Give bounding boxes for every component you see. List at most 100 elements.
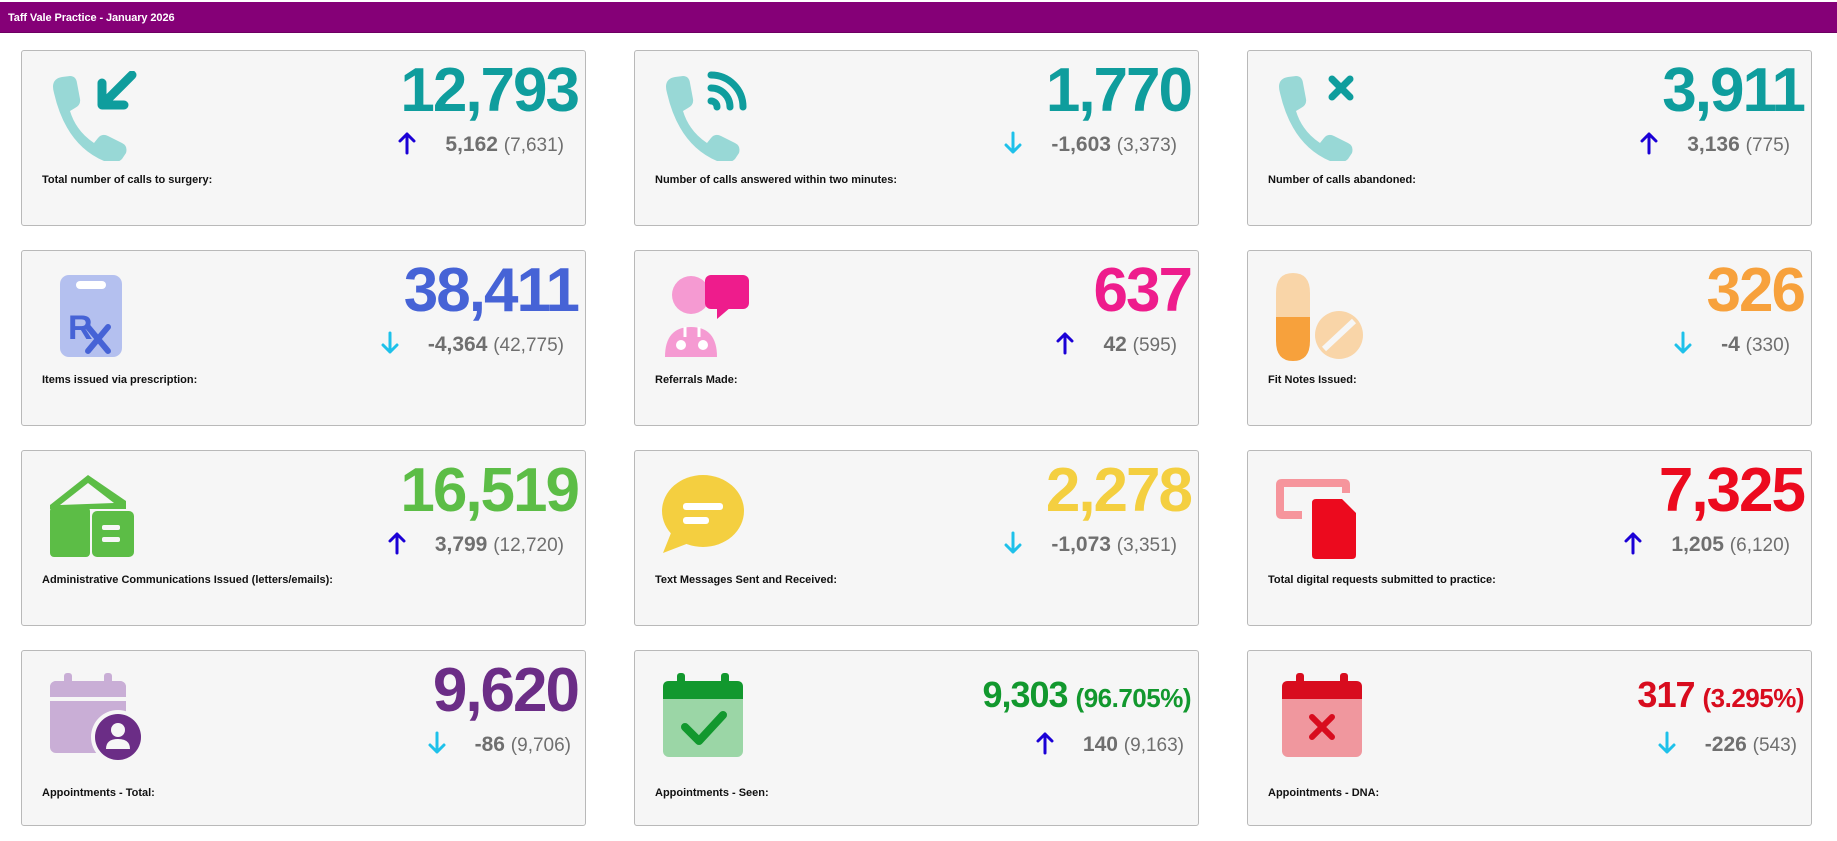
previous-value: (775) xyxy=(1745,135,1790,156)
change-value: -86 xyxy=(474,733,505,756)
kpi-card-prescriptions[interactable]: R 38,411 -4,364 (42,775) Items issued vi… xyxy=(21,250,586,426)
kpi-change: 3,136 (775) xyxy=(1639,131,1790,159)
kpi-value: 38,411 xyxy=(403,256,580,325)
kpi-value: 3,911 xyxy=(1662,56,1806,125)
arrow-up-icon xyxy=(388,532,406,555)
kpi-value: 12,793 xyxy=(400,56,580,125)
change-value: 5,162 xyxy=(445,133,498,156)
previous-value: (3,351) xyxy=(1116,535,1177,556)
prescription-icon: R xyxy=(46,271,146,361)
kpi-value: 9,620 xyxy=(432,656,580,725)
phone-incoming-icon xyxy=(46,71,146,161)
digital-document-icon xyxy=(1272,471,1372,561)
kpi-label: Number of calls abandoned: xyxy=(1268,174,1416,186)
kpi-card-digital-requests[interactable]: 7,325 1,205 (6,120) Total digital reques… xyxy=(1247,450,1812,626)
kpi-card-text-messages[interactable]: 2,278 -1,073 (3,351) Text Messages Sent … xyxy=(634,450,1199,626)
kpi-value: 2,278 xyxy=(1045,456,1193,525)
change-value: 140 xyxy=(1082,733,1118,756)
header-bar: Taff Vale Practice - January 2026 xyxy=(0,0,1837,33)
previous-value: (3,373) xyxy=(1116,135,1177,156)
kpi-card-appointments-seen[interactable]: 9,303 (96.705%) 140 (9,163) Appointments … xyxy=(634,650,1199,826)
change-value: 1,205 xyxy=(1671,533,1724,556)
previous-value: (6,120) xyxy=(1729,535,1790,556)
kpi-change: 140 (9,163) xyxy=(1035,731,1184,759)
kpi-card-admin-communications[interactable]: 16,519 3,799 (12,720) Administrative Com… xyxy=(21,450,586,626)
arrow-up-icon xyxy=(1624,532,1642,555)
kpi-value: 1,770 xyxy=(1045,56,1193,125)
kpi-change: 3,799 (12,720) xyxy=(387,531,564,559)
kpi-change: -4,364 (42,775) xyxy=(380,331,564,359)
kpi-percent: (3.295%) xyxy=(1702,683,1805,713)
change-value: -1,603 xyxy=(1051,133,1111,156)
kpi-card-appointments-dna[interactable]: 317 (3.295%) -226 (543) Appointments - DN… xyxy=(1247,650,1812,826)
kpi-label: Text Messages Sent and Received: xyxy=(655,574,837,586)
kpi-percent: (96.705%) xyxy=(1075,683,1192,713)
calendar-user-icon xyxy=(46,671,146,761)
kpi-label: Appointments - Seen: xyxy=(655,787,769,799)
kpi-label: Referrals Made: xyxy=(655,374,738,386)
arrow-down-icon xyxy=(428,731,446,754)
kpi-change: -1,603 (3,373) xyxy=(1003,131,1177,159)
kpi-card-calls-answered[interactable]: 1,770 -1,603 (3,373) Number of calls ans… xyxy=(634,50,1199,226)
previous-value: (9,706) xyxy=(510,735,571,756)
change-value: -226 xyxy=(1704,733,1747,756)
kpi-value: 7,325 xyxy=(1658,456,1806,525)
change-value: -4 xyxy=(1721,333,1740,356)
kpi-label: Total digital requests submitted to prac… xyxy=(1268,574,1496,586)
kpi-label: Appointments - Total: xyxy=(42,787,155,799)
arrow-up-icon xyxy=(1036,732,1054,755)
kpi-value-with-percent: 9,303 (96.705%) xyxy=(982,673,1191,720)
kpi-label: Administrative Communications Issued (le… xyxy=(42,574,333,586)
kpi-change: -1,073 (3,351) xyxy=(1003,531,1177,559)
arrow-up-icon xyxy=(1056,332,1074,355)
doctor-chat-icon xyxy=(659,271,759,361)
kpi-value: 317 xyxy=(1637,674,1695,715)
change-value: 42 xyxy=(1103,333,1127,356)
kpi-label: Number of calls answered within two minu… xyxy=(655,174,898,186)
phone-cancelled-icon xyxy=(1272,71,1372,161)
arrow-up-icon xyxy=(398,132,416,155)
change-value: 3,799 xyxy=(434,533,488,556)
kpi-value: 9,303 xyxy=(982,674,1068,715)
kpi-label: Fit Notes Issued: xyxy=(1268,374,1357,386)
kpi-card-fit-notes[interactable]: 326 -4 (330) Fit Notes Issued: xyxy=(1247,250,1812,426)
kpi-value-with-percent: 317 (3.295%) xyxy=(1637,673,1804,720)
kpi-change: -86 (9,706) xyxy=(427,731,571,759)
change-value: 3,136 xyxy=(1687,133,1740,156)
page-title: Taff Vale Practice - January 2026 xyxy=(8,12,175,24)
message-bubble-icon xyxy=(659,471,759,561)
kpi-value: 637 xyxy=(1093,256,1193,325)
kpi-value: 16,519 xyxy=(400,456,580,525)
arrow-down-icon xyxy=(1674,331,1692,354)
kpi-change: 1,205 (6,120) xyxy=(1623,531,1790,559)
kpi-change: -4 (330) xyxy=(1673,331,1790,359)
previous-value: (7,631) xyxy=(503,135,564,156)
calendar-check-icon xyxy=(659,671,759,761)
kpi-label: Items issued via prescription: xyxy=(42,374,198,386)
arrow-down-icon xyxy=(1658,731,1676,754)
phone-signal-icon xyxy=(659,71,759,161)
mail-building-icon xyxy=(46,471,146,561)
kpi-card-referrals[interactable]: 637 42 (595) Referrals Made: xyxy=(634,250,1199,426)
previous-value: (595) xyxy=(1132,335,1177,356)
kpi-card-total-calls[interactable]: 12,793 5,162 (7,631) Total number of cal… xyxy=(21,50,586,226)
kpi-change: 42 (595) xyxy=(1055,331,1177,359)
kpi-value: 326 xyxy=(1706,256,1806,325)
previous-value: (9,163) xyxy=(1123,735,1184,756)
previous-value: (330) xyxy=(1745,335,1790,356)
previous-value: (543) xyxy=(1752,735,1797,756)
kpi-label: Appointments - DNA: xyxy=(1268,787,1380,799)
calendar-cross-icon xyxy=(1278,671,1378,761)
pills-icon xyxy=(1272,271,1372,361)
kpi-label: Total number of calls to surgery: xyxy=(42,174,213,186)
arrow-down-icon xyxy=(1004,131,1022,154)
kpi-card-calls-abandoned[interactable]: 3,911 3,136 (775) Number of calls abando… xyxy=(1247,50,1812,226)
previous-value: (42,775) xyxy=(493,335,564,356)
kpi-card-appointments-total[interactable]: 9,620 -86 (9,706) Appointments - Total: xyxy=(21,650,586,826)
kpi-change: 5,162 (7,631) xyxy=(397,131,564,159)
arrow-up-icon xyxy=(1640,132,1658,155)
change-value: -4,364 xyxy=(427,333,488,356)
arrow-down-icon xyxy=(1004,531,1022,554)
previous-value: (12,720) xyxy=(493,535,564,556)
arrow-down-icon xyxy=(381,331,399,354)
